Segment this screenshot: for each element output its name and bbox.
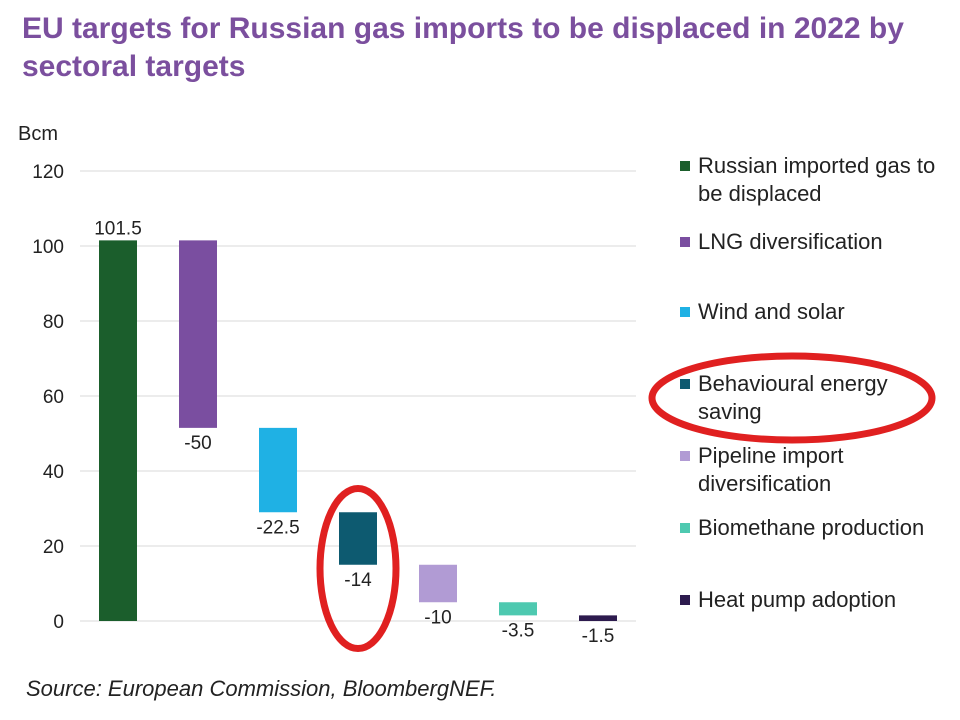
legend-swatch [680, 595, 690, 605]
bar [179, 240, 217, 428]
bar [419, 564, 457, 603]
bar [99, 240, 137, 621]
legend-item: Russian imported gas to be displaced [680, 152, 952, 208]
source-note: Source: European Commission, BloombergNE… [26, 676, 497, 701]
bar [499, 602, 537, 616]
legend-swatch [680, 451, 690, 461]
y-tick-label: 40 [43, 462, 64, 483]
bar-highlight-ellipse [316, 485, 400, 652]
chart-title: EU targets for Russian gas imports to be… [22, 12, 904, 83]
y-tick-label: 60 [43, 387, 64, 408]
legend-item: Pipeline import diversification [680, 442, 952, 498]
legend-item: Wind and solar [680, 298, 952, 326]
legend-label: Pipeline import diversification [698, 443, 844, 496]
legend-label: Biomethane production [698, 515, 925, 540]
y-tick-label: 80 [43, 312, 64, 333]
y-tick-label: 0 [53, 612, 64, 633]
y-tick-label: 120 [32, 162, 64, 183]
data-label: -1.5 [582, 626, 615, 647]
data-label: -3.5 [502, 620, 535, 641]
data-label: -14 [344, 570, 372, 591]
legend-swatch [680, 307, 690, 317]
legend-swatch [680, 523, 690, 533]
y-axis-ticks: 0 20 40 60 80 100 120 [32, 162, 64, 633]
legend-label: Heat pump adoption [698, 587, 897, 612]
data-labels: 101.5 -50 -22.5 -14 -10 -3.5 -1.5 [94, 218, 614, 647]
legend-swatch [680, 161, 690, 171]
y-tick-label: 100 [32, 237, 64, 258]
legend-item: Heat pump adoption [680, 586, 952, 614]
bars [99, 240, 617, 621]
data-label: 101.5 [94, 218, 142, 239]
data-label: -10 [424, 607, 451, 628]
bar [579, 615, 617, 621]
legend-swatch [680, 237, 690, 247]
legend-highlight-ellipse [648, 352, 936, 444]
data-label: -50 [184, 433, 211, 454]
legend-label: LNG diversification [698, 229, 883, 254]
legend-label: Behavioural energy saving [698, 371, 888, 424]
legend-item: Behavioural energy saving [680, 370, 952, 426]
legend-item: Biomethane production [680, 514, 952, 542]
bar [339, 512, 377, 565]
legend-label: Wind and solar [698, 299, 845, 324]
legend-swatch [680, 379, 690, 389]
y-tick-label: 20 [43, 537, 64, 558]
legend-item: LNG diversification [680, 228, 952, 256]
gridlines [80, 170, 636, 622]
highlight-annotations [316, 352, 936, 652]
data-label: -22.5 [256, 517, 299, 538]
legend-label: Russian imported gas to be displaced [698, 153, 936, 206]
y-axis-label: Bcm [18, 123, 58, 145]
bar [259, 427, 297, 513]
